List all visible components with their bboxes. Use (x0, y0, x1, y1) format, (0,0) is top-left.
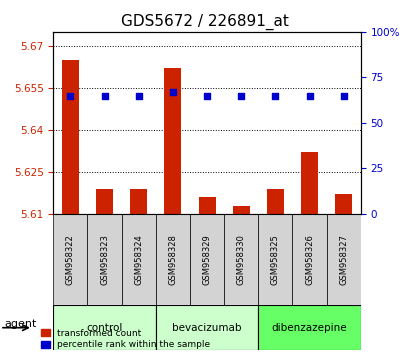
Text: GSM958330: GSM958330 (236, 234, 245, 285)
Text: agent: agent (4, 319, 36, 329)
FancyBboxPatch shape (326, 214, 360, 305)
Text: GSM958326: GSM958326 (304, 234, 313, 285)
Point (203, 93, 210, 98)
Text: control: control (86, 323, 122, 333)
FancyBboxPatch shape (155, 214, 189, 305)
Text: dibenzazepine: dibenzazepine (271, 323, 346, 333)
Legend: transformed count, percentile rank within the sample: transformed count, percentile rank withi… (37, 325, 213, 353)
Point (306, 93, 312, 98)
Text: GDS5672 / 226891_at: GDS5672 / 226891_at (121, 14, 288, 30)
Text: GSM958328: GSM958328 (168, 234, 177, 285)
Point (339, 93, 346, 98)
Point (67, 93, 74, 98)
FancyBboxPatch shape (121, 214, 155, 305)
Bar (164, 68, 181, 214)
Bar (96, 189, 113, 214)
FancyBboxPatch shape (258, 214, 292, 305)
Bar (198, 197, 215, 214)
Point (272, 93, 278, 98)
FancyBboxPatch shape (189, 214, 224, 305)
Bar (62, 60, 79, 214)
Bar (130, 189, 147, 214)
Text: GSM958325: GSM958325 (270, 234, 279, 285)
Bar (334, 194, 351, 214)
FancyBboxPatch shape (155, 305, 258, 350)
Text: GSM958327: GSM958327 (338, 234, 347, 285)
FancyBboxPatch shape (53, 305, 155, 350)
FancyBboxPatch shape (292, 214, 326, 305)
FancyBboxPatch shape (53, 214, 87, 305)
Text: bevacizumab: bevacizumab (172, 323, 241, 333)
Text: GSM958324: GSM958324 (134, 234, 143, 285)
Point (101, 93, 108, 98)
Point (237, 93, 244, 98)
Point (169, 89, 176, 95)
Point (135, 93, 142, 98)
Bar (232, 206, 249, 214)
Text: GSM958329: GSM958329 (202, 234, 211, 285)
Bar (266, 189, 283, 214)
FancyBboxPatch shape (258, 305, 360, 350)
FancyBboxPatch shape (224, 214, 258, 305)
Text: GSM958323: GSM958323 (100, 234, 109, 285)
Bar (300, 152, 317, 214)
Text: GSM958322: GSM958322 (66, 234, 75, 285)
FancyBboxPatch shape (87, 214, 121, 305)
